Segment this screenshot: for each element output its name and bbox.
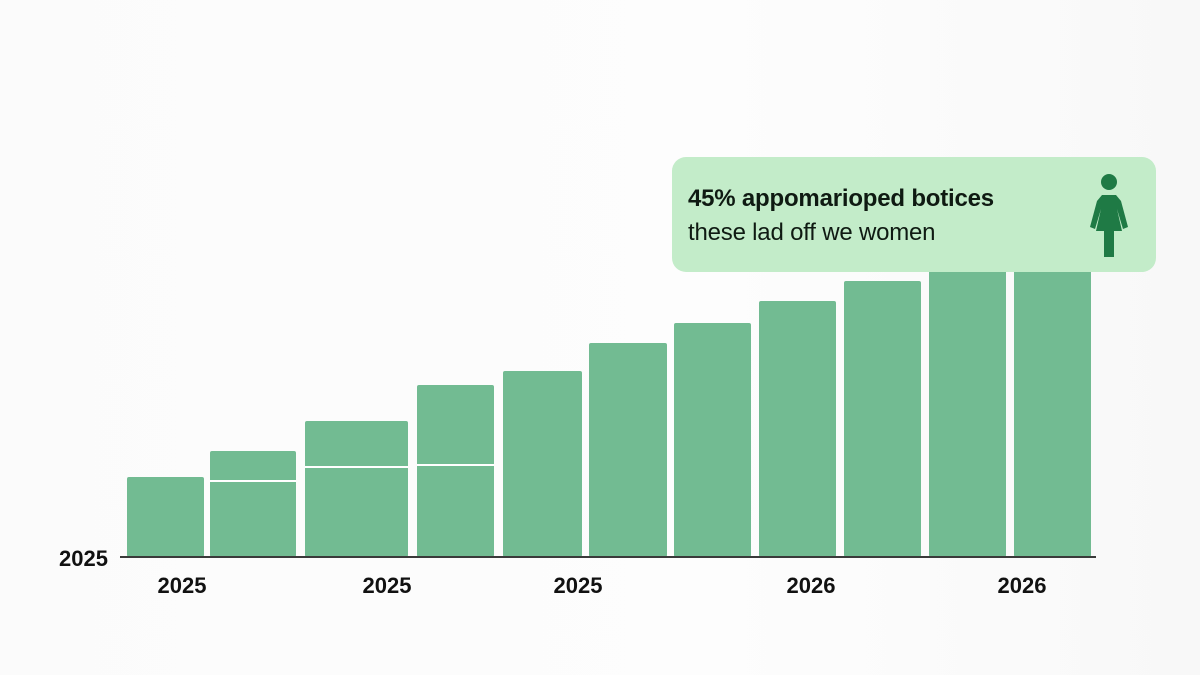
x-tick-label-5: 2026 bbox=[998, 573, 1047, 598]
bar-4 bbox=[417, 385, 494, 557]
woman-icon bbox=[1086, 171, 1132, 263]
y-tick-labels: 2025 bbox=[59, 546, 108, 571]
y-tick-label-1: 2025 bbox=[59, 546, 108, 571]
callout-line-2: these lad off we women bbox=[688, 219, 935, 247]
bar-3 bbox=[305, 421, 408, 557]
bar-5 bbox=[503, 371, 582, 557]
x-tick-labels: 2025 2025 2025 2026 2026 bbox=[158, 573, 1047, 598]
bar-9 bbox=[844, 281, 921, 557]
x-tick-label-2: 2025 bbox=[363, 573, 412, 598]
bars-group bbox=[127, 267, 1091, 557]
x-tick-label-3: 2025 bbox=[554, 573, 603, 598]
bar-7 bbox=[674, 323, 751, 557]
bar-2 bbox=[210, 451, 296, 557]
bar-6 bbox=[589, 343, 667, 557]
callout-line-1: 45% appomarioped botices bbox=[688, 185, 994, 213]
x-tick-label-1: 2025 bbox=[158, 573, 207, 598]
bar-1 bbox=[127, 477, 204, 557]
x-tick-label-4: 2026 bbox=[787, 573, 836, 598]
bar-10 bbox=[929, 267, 1006, 557]
bar-8 bbox=[759, 301, 836, 557]
callout-annotation: 45% appomarioped botices these lad off w… bbox=[672, 157, 1156, 272]
bar-11 bbox=[1014, 267, 1091, 557]
